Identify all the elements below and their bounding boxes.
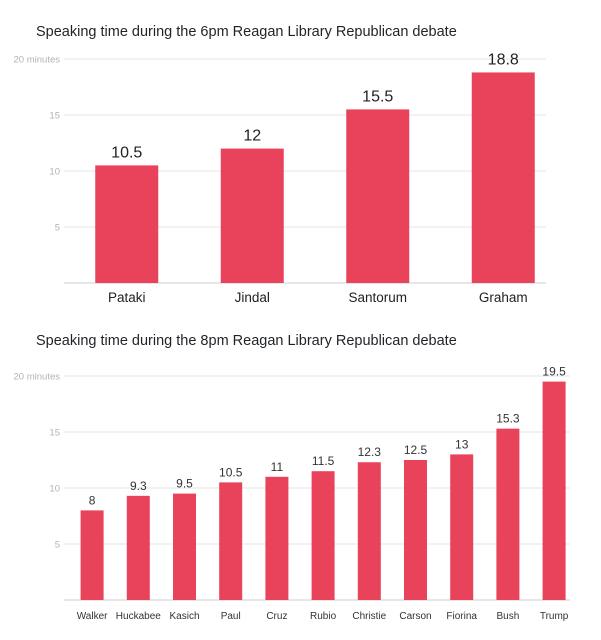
value-label-6pm: 12 — [243, 128, 261, 145]
bar-6pm-jindal — [220, 148, 284, 283]
bar-8pm-paul — [219, 482, 243, 600]
y-tick-label-6pm: 15 — [49, 111, 60, 122]
bar-6pm-pataki — [95, 165, 159, 283]
y-tick-label-8pm: 20 minutes — [14, 372, 61, 383]
category-label-8pm: Kasich — [169, 611, 199, 622]
category-label-8pm: Fiorina — [446, 611, 477, 622]
y-tick-label-6pm: 20 minutes — [14, 55, 61, 66]
y-tick-label-6pm: 10 — [49, 167, 60, 178]
y-tick-label-6pm: 5 — [55, 223, 60, 234]
category-label-6pm: Jindal — [235, 290, 270, 305]
category-label-8pm: Cruz — [266, 611, 287, 622]
bar-8pm-christie — [357, 462, 381, 600]
category-label-8pm: Rubio — [310, 611, 337, 622]
value-label-8pm: 19.5 — [542, 365, 566, 379]
value-label-8pm: 11.5 — [312, 454, 335, 468]
category-label-6pm: Graham — [479, 290, 528, 305]
value-label-8pm: 9.3 — [130, 479, 147, 493]
bar-8pm-walker — [80, 510, 104, 600]
category-label-8pm: Christie — [352, 611, 386, 622]
value-label-8pm: 12.3 — [358, 445, 382, 459]
category-label-8pm: Trump — [540, 611, 569, 622]
category-label-8pm: Carson — [399, 611, 431, 622]
value-label-6pm: 18.8 — [488, 51, 519, 68]
value-label-8pm: 13 — [455, 437, 469, 451]
category-label-8pm: Huckabee — [116, 611, 161, 622]
y-tick-label-8pm: 10 — [49, 484, 60, 495]
category-label-8pm: Paul — [221, 611, 241, 622]
chart-title-6pm: Speaking time during the 6pm Reagan Libr… — [36, 24, 457, 40]
category-label-8pm: Bush — [497, 611, 520, 622]
y-tick-label-8pm: 15 — [49, 428, 60, 439]
bar-8pm-cruz — [265, 476, 289, 600]
bar-8pm-bush — [496, 428, 520, 600]
value-label-8pm: 15.3 — [496, 412, 520, 426]
bar-8pm-huckabee — [126, 495, 150, 600]
bar-6pm-graham — [471, 72, 535, 283]
category-label-6pm: Pataki — [108, 290, 146, 305]
chart-title-8pm: Speaking time during the 8pm Reagan Libr… — [36, 333, 457, 349]
category-label-6pm: Santorum — [348, 290, 407, 305]
chart-6pm-debate: Speaking time during the 6pm Reagan Libr… — [14, 24, 546, 305]
value-label-8pm: 12.5 — [404, 443, 428, 457]
category-label-8pm: Walker — [77, 611, 108, 622]
value-label-8pm: 11 — [271, 460, 284, 474]
bar-8pm-kasich — [173, 493, 196, 600]
bar-8pm-rubio — [311, 471, 335, 600]
value-label-8pm: 10.5 — [219, 465, 243, 479]
bar-8pm-trump — [542, 381, 566, 600]
value-label-8pm: 8 — [89, 493, 96, 507]
bar-8pm-fiorina — [450, 454, 474, 600]
bar-6pm-santorum — [346, 109, 410, 284]
value-label-6pm: 15.5 — [362, 88, 393, 105]
value-label-6pm: 10.5 — [111, 144, 142, 161]
y-tick-label-8pm: 5 — [55, 540, 60, 551]
value-label-8pm: 9.5 — [176, 477, 193, 491]
chart-8pm-debate: Speaking time during the 8pm Reagan Libr… — [14, 333, 570, 622]
bar-8pm-carson — [404, 460, 427, 600]
